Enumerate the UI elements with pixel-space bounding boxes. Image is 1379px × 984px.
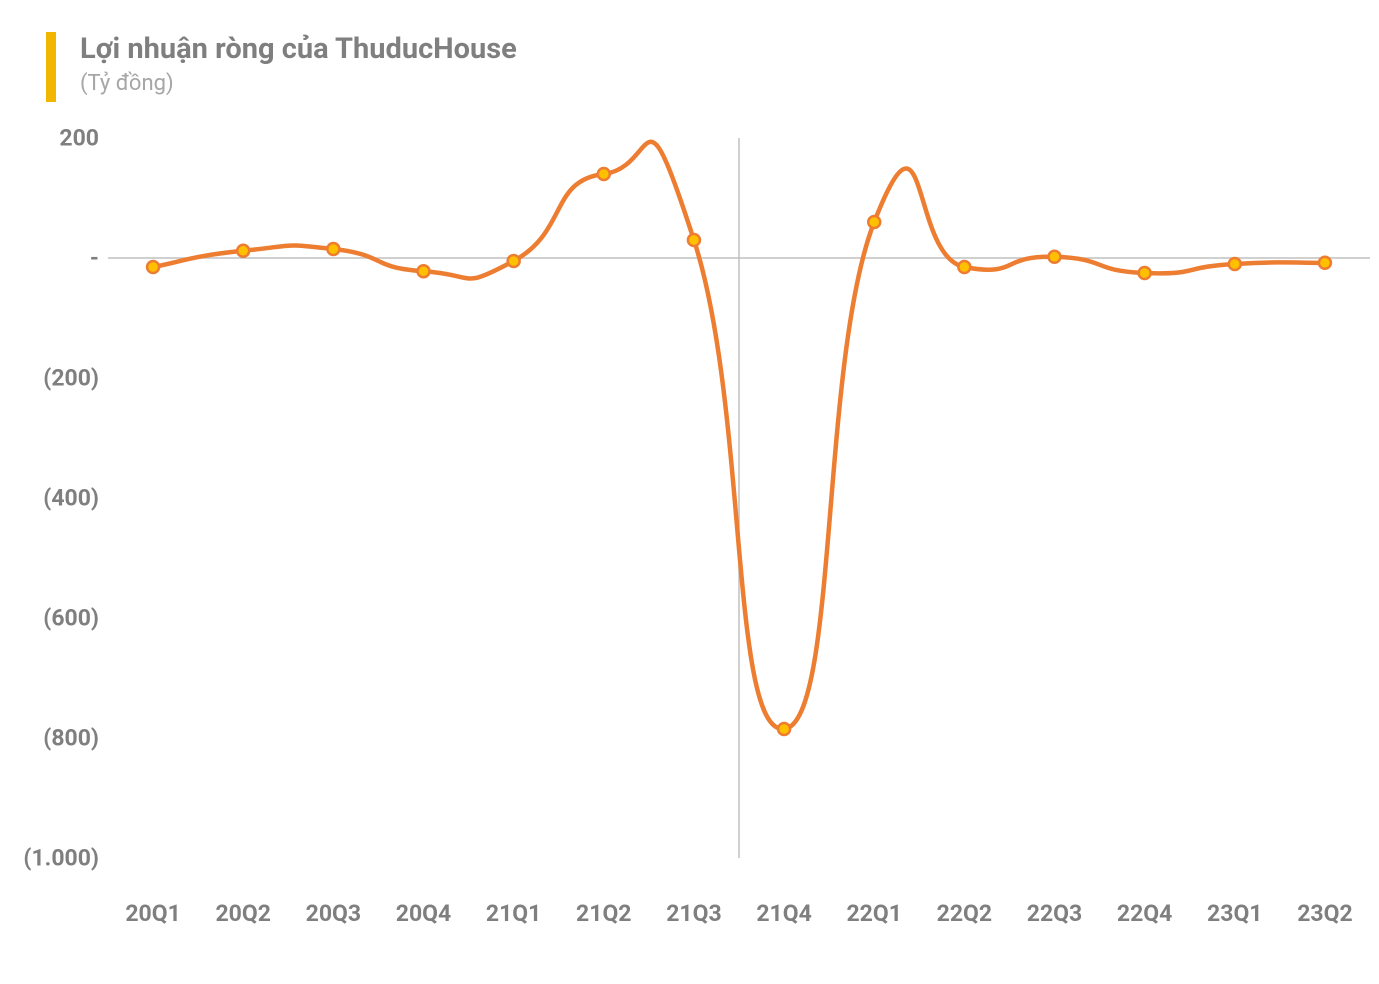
x-axis-label: 22Q1 xyxy=(846,900,901,927)
y-axis-label: 200 xyxy=(59,125,99,152)
y-axis-label: - xyxy=(90,245,99,272)
title-block: Lợi nhuận ròng của ThuducHouse (Tỷ đồng) xyxy=(80,32,517,96)
accent-bar xyxy=(46,32,56,102)
x-axis-label: 23Q1 xyxy=(1207,900,1262,927)
x-axis-label: 20Q1 xyxy=(125,900,180,927)
x-axis-label: 22Q2 xyxy=(937,900,992,927)
chart-subtitle: (Tỷ đồng) xyxy=(80,71,517,96)
chart-area: 200-(200)(400)(600)(800)(1.000)20Q120Q22… xyxy=(0,130,1379,940)
x-axis-label: 20Q3 xyxy=(306,900,361,927)
y-axis-label: (200) xyxy=(43,365,99,392)
x-axis-label: 21Q4 xyxy=(756,900,811,927)
line-chart-svg xyxy=(108,138,1370,858)
chart-header: Lợi nhuận ròng của ThuducHouse (Tỷ đồng) xyxy=(46,32,517,102)
x-axis-label: 21Q3 xyxy=(666,900,721,927)
x-axis-label: 22Q4 xyxy=(1117,900,1172,927)
x-axis-label: 20Q2 xyxy=(215,900,270,927)
x-axis-label: 21Q2 xyxy=(576,900,631,927)
y-axis-label: (400) xyxy=(43,485,99,512)
x-axis-label: 23Q2 xyxy=(1297,900,1352,927)
x-axis-label: 21Q1 xyxy=(486,900,541,927)
plot-region xyxy=(108,138,1370,858)
chart-title: Lợi nhuận ròng của ThuducHouse xyxy=(80,32,517,67)
y-axis-label: (1.000) xyxy=(23,845,99,872)
x-axis-label: 20Q4 xyxy=(396,900,451,927)
y-axis-label: (800) xyxy=(43,725,99,752)
y-axis-label: (600) xyxy=(43,605,99,632)
x-axis-label: 22Q3 xyxy=(1027,900,1082,927)
